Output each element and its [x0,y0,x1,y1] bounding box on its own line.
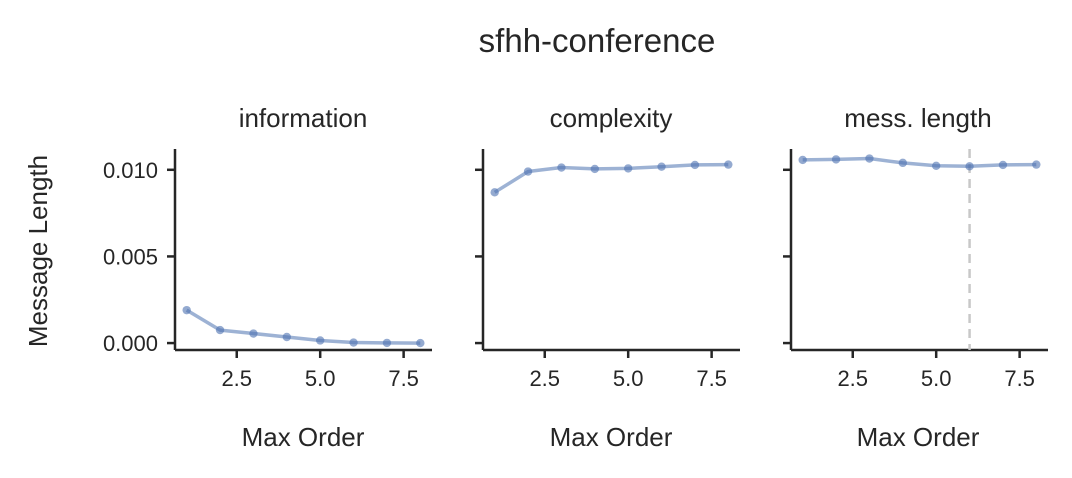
x-tick-label: 7.5 [388,366,419,391]
data-point [1032,160,1041,169]
series-line [493,162,729,194]
data-point [490,188,499,197]
x-axis-label-information: Max Order [242,422,365,452]
plot-area-mess-length: 2.5 5.0 7.5 [783,149,1048,391]
data-point [249,329,258,338]
x-tick-label: 5.0 [613,366,644,391]
x-tick-label: 2.5 [837,366,868,391]
data-point [349,338,358,347]
data-point [382,338,392,348]
x-tick-label: 7.5 [696,366,727,391]
data-point [998,160,1008,170]
chart-suptitle: sfhh-conference [479,22,716,59]
x-tick-label: 2.5 [529,366,560,391]
y-tick-label: 0.005 [103,244,158,269]
panel-title-mess-length: mess. length [844,103,991,133]
panel-information: information 2.5 5.0 7.5 0.000 0.005 0.010 Max… [103,103,432,452]
data-point [416,338,425,348]
x-tick-label: 7.5 [1004,366,1035,391]
plot-area-information: 2.5 5.0 7.5 0.000 0.005 0.010 [103,149,432,391]
series-line [802,156,1037,169]
panel-mess-length: mess. length 2.5 5.0 7.5 Max Order [783,103,1048,452]
series-line [185,308,421,345]
data-point [215,325,225,335]
data-point [557,163,566,172]
data-point [182,305,191,315]
data-point [315,336,325,345]
data-point [282,332,292,342]
x-axis-label-complexity: Max Order [550,422,673,452]
data-point [590,164,600,174]
x-axis-label-mess-length: Max Order [857,422,980,452]
y-tick-label: 0.010 [103,158,158,183]
data-point [898,158,908,168]
data-point [623,164,633,173]
plot-area-complexity: 2.5 5.0 7.5 [475,149,740,391]
data-point [657,162,666,171]
data-point [965,162,974,171]
y-axis-label: Message Length [23,155,53,347]
x-tick-label: 5.0 [921,366,952,391]
panel-title-complexity: complexity [550,103,673,133]
panel-complexity: complexity 2.5 5.0 7.5 Max Order [475,103,740,452]
data-point [690,160,700,170]
y-tick-label: 0.000 [103,331,158,356]
data-point [523,167,533,176]
data-point [931,161,941,171]
x-tick-label: 5.0 [305,366,336,391]
data-point [724,160,733,169]
data-point [831,155,841,164]
panel-title-information: information [239,103,368,133]
data-point [865,154,874,163]
data-point [798,155,807,165]
x-tick-label: 2.5 [221,366,252,391]
